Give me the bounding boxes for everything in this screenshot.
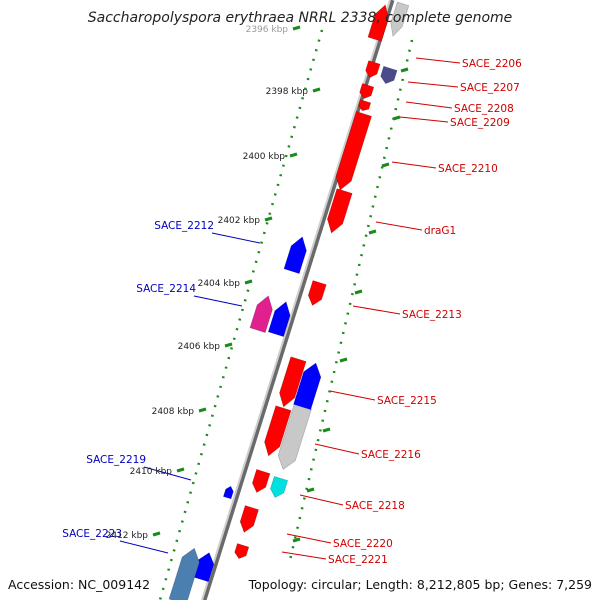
gene-arrow: [359, 83, 375, 100]
scale-label: 2402 kbp: [218, 216, 261, 226]
gene-label: SACE_2210: [438, 163, 498, 175]
gene-arrow: [307, 280, 327, 306]
scale-label: 2408 kbp: [152, 407, 195, 417]
minor-tick: [306, 487, 315, 493]
major-tick: [244, 279, 253, 285]
gene-arrow-navy: [380, 65, 398, 85]
leader-line: [415, 57, 461, 64]
gene-arrow: [283, 236, 307, 274]
major-tick: [289, 152, 298, 158]
leader-line: [281, 551, 327, 560]
gene-arrow-cyan: [270, 475, 289, 498]
major-tick: [312, 87, 321, 93]
gene-arrow: [267, 301, 291, 337]
gene-arrow: [279, 356, 307, 408]
gene-label: SACE_2214: [136, 283, 196, 295]
gene-label: draG1: [424, 225, 456, 237]
genome-backbone-shadow: [201, 0, 391, 601]
gene-labels: SACE_2206 SACE_2207 SACE_2208 SACE_2209 SACE…: [62, 58, 522, 566]
major-tick: [198, 407, 207, 413]
minor-tick: [292, 537, 301, 543]
page-title: Saccharopolyspora erythraea NRRL 2338, c…: [87, 10, 513, 26]
scale-label: 2396 kbp: [246, 25, 289, 35]
gene-arrow: [252, 469, 271, 493]
leader-line: [193, 295, 243, 307]
scale-label: 2406 kbp: [178, 342, 221, 352]
leader-line: [143, 466, 192, 481]
gene-arrow: [264, 405, 292, 457]
minor-tick: [354, 289, 363, 295]
leader-line: [405, 101, 453, 109]
gene-arrow: [357, 99, 372, 112]
scale-label: 2400 kbp: [243, 152, 286, 162]
leader-line: [314, 443, 360, 455]
minor-tick: [339, 357, 348, 363]
major-tick: [264, 216, 273, 222]
tick-marks: [152, 25, 409, 543]
leader-line: [119, 540, 169, 554]
minor-tick: [392, 115, 401, 121]
gene-label: SACE_2206: [462, 58, 522, 70]
gene-arrow: [293, 362, 322, 411]
minor-tick: [322, 427, 331, 433]
leader-line: [299, 494, 344, 506]
major-tick: [292, 25, 301, 31]
gene-label: SACE_2207: [460, 82, 520, 94]
gene-arrow: [367, 4, 389, 42]
leader-line: [286, 533, 332, 544]
minor-tick: [400, 67, 409, 73]
leader-line: [211, 232, 261, 244]
gene-label: SACE_2208: [454, 103, 514, 115]
accession-text: Accession: NC_009142: [8, 577, 151, 592]
leader-line: [399, 116, 449, 123]
topology-text: Topology: circular; Length: 8,212,805 bp…: [248, 577, 592, 592]
gene-label: SACE_2213: [402, 309, 462, 321]
major-tick: [176, 467, 185, 473]
gene-arrow: [365, 60, 381, 79]
gene-arrow: [335, 111, 372, 191]
gene-label: SACE_2209: [450, 117, 510, 129]
gene-label: SACE_2216: [361, 449, 421, 461]
minor-tick: [368, 229, 377, 235]
leader-line: [329, 390, 376, 401]
major-tick: [224, 342, 233, 348]
gene-label: SACE_2212: [154, 220, 214, 232]
scale-labels: 2396 kbp 2398 kbp 2400 kbp 2402 kbp 2404 kbp…: [106, 25, 309, 541]
leader-line: [407, 81, 459, 88]
gene-arrow: [223, 485, 234, 500]
gene-arrow: [239, 505, 259, 533]
gene-arrow: [234, 543, 250, 560]
gene-label: SACE_2219: [86, 454, 146, 466]
scale-label: 2412 kbp: [106, 531, 149, 541]
scale-label: 2404 kbp: [198, 279, 241, 289]
scale-label: 2410 kbp: [130, 467, 173, 477]
gene-label: SACE_2220: [333, 538, 393, 550]
major-tick: [152, 531, 161, 537]
gene-label: SACE_2223: [62, 528, 122, 540]
leader-line: [352, 305, 401, 315]
gene-arrow: [327, 188, 353, 234]
gene-label: SACE_2215: [377, 395, 437, 407]
leader-line: [375, 221, 423, 231]
leader-line: [391, 161, 437, 169]
minor-tick: [381, 162, 390, 168]
gene-arrow: [192, 552, 215, 583]
gene-arrow-gray: [390, 1, 410, 37]
gene-arrow-steel: [168, 547, 200, 605]
gene-arrow-magenta: [249, 295, 273, 333]
label-leader-lines: [119, 57, 461, 560]
gene-label: SACE_2218: [345, 500, 405, 512]
gene-label: SACE_2221: [328, 554, 388, 566]
scale-label: 2398 kbp: [266, 87, 309, 97]
inner-tick-track: [158, 29, 324, 601]
